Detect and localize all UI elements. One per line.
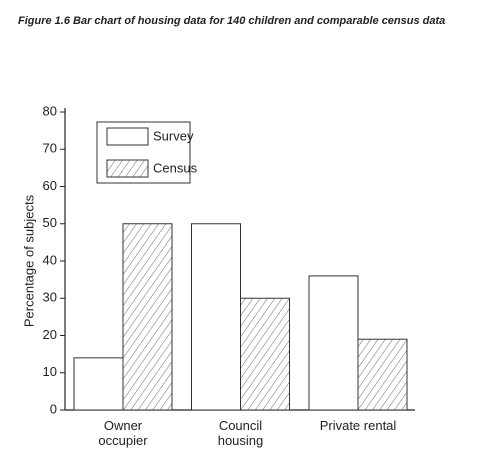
y-axis-label: Percentage of subjects — [21, 194, 36, 327]
y-tick-label: 60 — [43, 178, 57, 193]
x-tick-label: Owner occupier — [98, 418, 148, 448]
y-tick-label: 20 — [43, 327, 57, 342]
bar — [122, 223, 173, 411]
x-tick-label: Private rental — [319, 418, 397, 433]
bar — [308, 275, 359, 411]
y-tick-label: 80 — [43, 103, 57, 118]
y-tick-label: 70 — [43, 141, 57, 156]
legend-label: Census — [153, 160, 198, 175]
x-tick-label: Council housing — [217, 418, 264, 448]
y-tick-label: 30 — [43, 290, 57, 305]
legend-swatch — [106, 159, 149, 178]
bar — [357, 338, 408, 411]
chart-title: Figure 1.6 Bar chart of housing data for… — [18, 15, 446, 27]
y-tick-label: 50 — [43, 215, 57, 230]
y-tick-label: 0 — [50, 401, 57, 416]
y-tick-label: 40 — [43, 252, 57, 267]
legend-swatch — [106, 127, 149, 146]
bar — [73, 357, 124, 411]
bar — [240, 297, 290, 411]
legend-label: Survey — [153, 128, 194, 143]
bar — [191, 223, 241, 411]
y-tick-label: 10 — [43, 364, 57, 379]
